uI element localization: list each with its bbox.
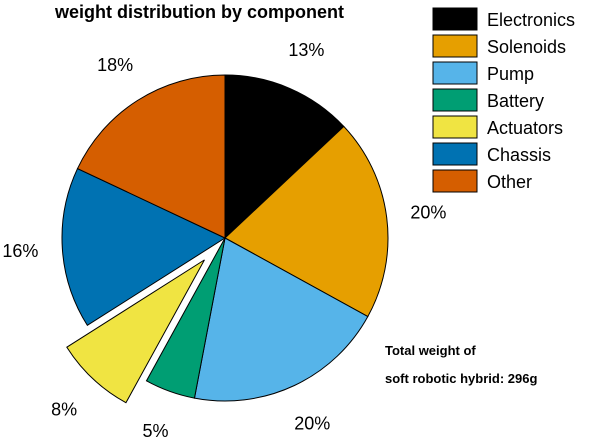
legend-swatch-chassis [432, 142, 478, 166]
percent-label-actuators: 8% [51, 399, 77, 419]
chart-title: weight distribution by component [54, 2, 344, 22]
percent-label-electronics: 13% [288, 40, 324, 60]
legend-label-solenoids: Solenoids [487, 37, 566, 57]
percent-label-pump: 20% [294, 413, 330, 433]
annotation-line-1: Total weight of [385, 343, 476, 358]
legend-label-chassis: Chassis [487, 145, 551, 165]
percent-label-battery: 5% [143, 421, 169, 440]
pie-slice-pump [193, 237, 369, 402]
legend: Electronics Solenoids Pump Battery Actuators… [432, 7, 575, 193]
legend-swatch-electronics [432, 7, 478, 31]
legend-swatch-solenoids [432, 34, 478, 58]
percent-label-other: 18% [97, 55, 133, 75]
legend-swatch-actuators [432, 115, 478, 139]
legend-label-electronics: Electronics [487, 10, 575, 30]
pie-slice-solenoids [224, 125, 389, 318]
legend-label-actuators: Actuators [487, 118, 563, 138]
legend-swatch-battery [432, 88, 478, 112]
legend-swatch-other [432, 169, 478, 193]
pie-slices [61, 74, 389, 404]
pie-slice-electronics [224, 74, 345, 240]
legend-label-pump: Pump [487, 64, 534, 84]
pie-slice-actuators [66, 259, 205, 404]
percent-label-solenoids: 20% [410, 202, 446, 222]
pie-slice-battery [145, 237, 226, 399]
legend-swatch-pump [432, 61, 478, 85]
legend-label-other: Other [487, 172, 532, 192]
annotation-line-2: soft robotic hybrid: 296g [385, 371, 537, 386]
pie-slice-chassis [61, 167, 227, 327]
pie-slice-other [76, 74, 226, 239]
percent-labels: 13% 20% 20% 5% 8% 16% 18% [2, 40, 446, 440]
legend-label-battery: Battery [487, 91, 544, 111]
percent-label-chassis: 16% [2, 241, 38, 261]
